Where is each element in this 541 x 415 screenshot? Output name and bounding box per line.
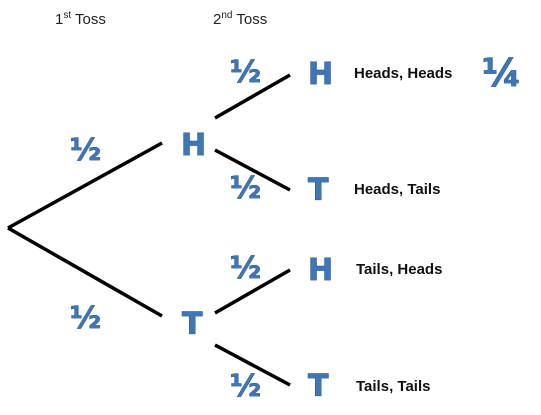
outcome-heads-heads: Heads, Heads <box>354 65 452 82</box>
outcome-tails-tails: Tails, Tails <box>356 378 430 395</box>
node-heads-heads: H <box>308 57 333 92</box>
node-tails-tails: T <box>308 369 329 404</box>
prob-tails-tails: ½ <box>230 369 261 404</box>
branch-tails-to-heads <box>214 268 291 315</box>
branch-tails-to-tails <box>214 343 291 387</box>
node-first-heads: H <box>181 128 206 163</box>
node-first-tails: T <box>182 307 203 342</box>
branch-root-to-heads <box>7 141 163 230</box>
first-toss-header: 1st Toss <box>55 10 106 28</box>
node-heads-tails: T <box>308 173 329 208</box>
prob-heads-heads: ½ <box>230 55 261 90</box>
branch-root-to-tails <box>7 226 163 318</box>
prob-heads-tails: ½ <box>230 171 261 206</box>
prob-first-heads: ½ <box>70 133 101 168</box>
prob-tails-heads: ½ <box>230 251 261 286</box>
second-toss-header: 2nd Toss <box>213 10 267 28</box>
outcome-tails-heads: Tails, Heads <box>356 261 442 278</box>
node-tails-heads: H <box>308 253 333 288</box>
outcome-heads-tails: Heads, Tails <box>354 181 440 198</box>
prob-heads-heads-result: ¼ <box>482 51 521 95</box>
branch-heads-to-tails <box>214 148 291 192</box>
prob-first-tails: ½ <box>70 301 101 336</box>
branch-heads-to-heads <box>214 73 291 120</box>
